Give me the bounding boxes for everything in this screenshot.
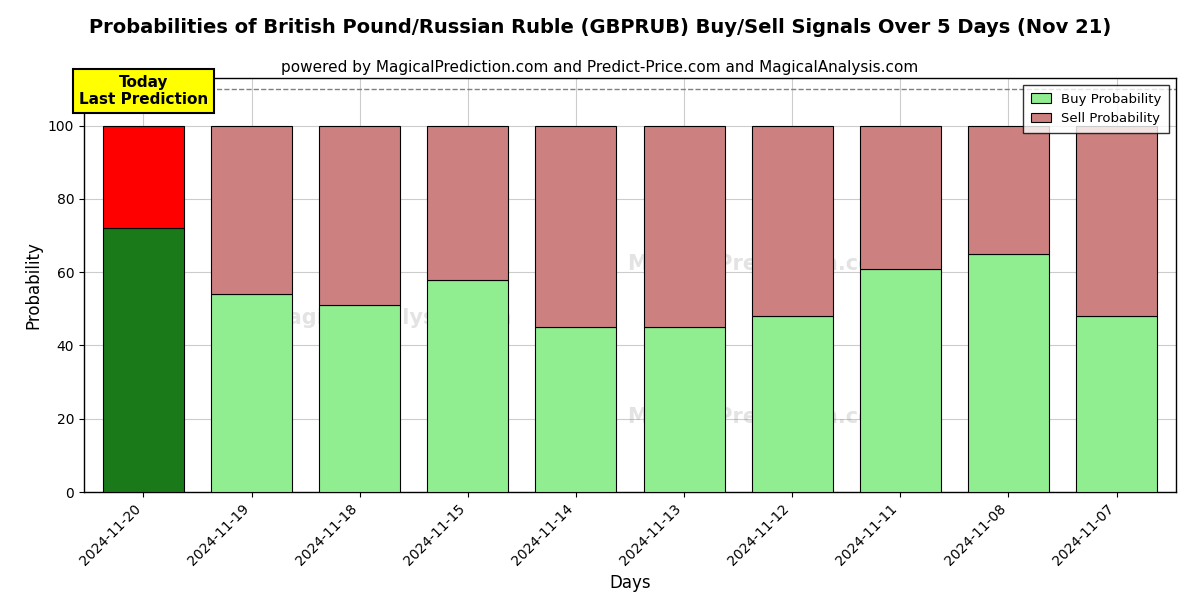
Bar (103, 228, 184, 492)
Bar (643, 125, 725, 327)
Bar (968, 125, 1049, 254)
Y-axis label: Probability: Probability (24, 241, 42, 329)
Bar (643, 327, 725, 492)
Bar (319, 305, 401, 492)
Bar (319, 125, 401, 305)
Text: Today
Last Prediction: Today Last Prediction (79, 75, 208, 107)
Bar (859, 269, 941, 492)
Text: Probabilities of British Pound/Russian Ruble (GBPRUB) Buy/Sell Signals Over 5 Da: Probabilities of British Pound/Russian R… (89, 18, 1111, 37)
Text: MagicalPrediction.com: MagicalPrediction.com (628, 407, 895, 427)
Bar (859, 125, 941, 269)
Bar (968, 254, 1049, 492)
Text: MagicalAnalysis.com: MagicalAnalysis.com (268, 308, 512, 328)
Bar (535, 125, 617, 327)
Text: powered by MagicalPrediction.com and Predict-Price.com and MagicalAnalysis.com: powered by MagicalPrediction.com and Pre… (281, 60, 919, 75)
Bar (211, 294, 292, 492)
Bar (1076, 316, 1157, 492)
Bar (211, 125, 292, 294)
Legend: Buy Probability, Sell Probability: Buy Probability, Sell Probability (1022, 85, 1170, 133)
Bar (427, 280, 509, 492)
X-axis label: Days: Days (610, 574, 650, 592)
Bar (751, 316, 833, 492)
Bar (1076, 125, 1157, 316)
Bar (535, 327, 617, 492)
Bar (751, 125, 833, 316)
Text: MagicalPrediction.com: MagicalPrediction.com (628, 254, 895, 274)
Bar (427, 125, 509, 280)
Bar (103, 125, 184, 228)
